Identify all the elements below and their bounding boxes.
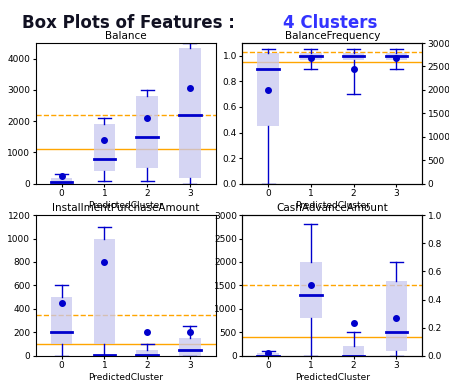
Bar: [343, 53, 364, 60]
Bar: [257, 353, 279, 356]
Bar: [300, 53, 321, 60]
Bar: [386, 53, 407, 60]
Bar: [343, 346, 364, 356]
Bar: [386, 281, 407, 351]
Bar: [136, 96, 158, 168]
Bar: [51, 178, 72, 184]
Title: CashAdvanceAmount: CashAdvanceAmount: [277, 203, 388, 213]
Title: BalanceFrequency: BalanceFrequency: [285, 31, 380, 41]
X-axis label: PredictedCluster: PredictedCluster: [295, 201, 370, 210]
Bar: [257, 53, 279, 126]
Bar: [179, 48, 201, 178]
X-axis label: PredictedCluster: PredictedCluster: [88, 201, 163, 210]
X-axis label: PredictedCluster: PredictedCluster: [295, 373, 370, 382]
Text: 4 Clusters: 4 Clusters: [283, 14, 377, 32]
Title: InstallmentPurchaseAmount: InstallmentPurchaseAmount: [52, 203, 199, 213]
Bar: [94, 124, 115, 171]
Title: Balance: Balance: [105, 31, 146, 41]
Bar: [94, 239, 115, 344]
Bar: [51, 297, 72, 344]
Bar: [300, 262, 321, 318]
Bar: [179, 338, 201, 356]
Text: Box Plots of Features :: Box Plots of Features :: [22, 14, 241, 32]
Bar: [136, 350, 158, 356]
X-axis label: PredictedCluster: PredictedCluster: [88, 373, 163, 382]
